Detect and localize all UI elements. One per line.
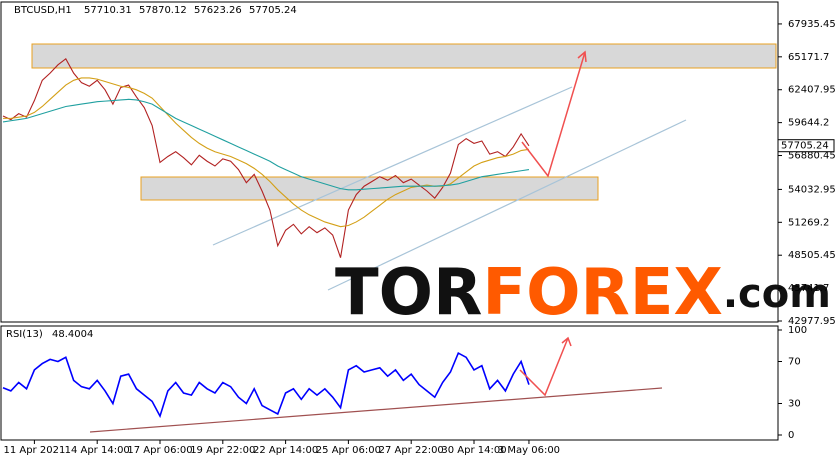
x-tick-label: 3 May 06:00 (498, 445, 560, 456)
y-tick-label: 54032.95 (788, 184, 836, 195)
current-price-box (777, 139, 835, 153)
arrow-head (577, 50, 587, 63)
arrow-head (561, 336, 572, 347)
y-tick-label: 45741.7 (788, 283, 829, 294)
ohlc-low: 57623.26 (194, 5, 242, 16)
current-price: 57705.24 (781, 141, 829, 152)
y-tick-label: 67935.45 (788, 19, 836, 30)
ohlc-high: 57870.12 (139, 5, 187, 16)
ohlc-open: 57710.31 (84, 5, 132, 16)
ohlc-close: 57705.24 (249, 5, 297, 16)
y-tick-label: 51269.2 (788, 217, 829, 228)
y-tick-label: 0 (788, 430, 794, 441)
y-tick-label: 56880.45 (788, 151, 836, 162)
forecast-arrows (519, 50, 587, 397)
series-line (2, 351, 530, 419)
x-tick-label: 17 Apr 06:00 (127, 445, 192, 456)
y-tick-label: 62407.95 (788, 85, 836, 96)
y-tick-label: 48505.45 (788, 250, 836, 261)
x-tick-label: 11 Apr 2021 (3, 445, 65, 456)
symbol: BTCUSD,H1 (14, 5, 72, 16)
y-tick-label: 30 (788, 399, 801, 410)
y-tick-label: 59644.2 (788, 118, 829, 129)
rsi-panel (0, 325, 779, 441)
y-tick-label: 65171.7 (788, 52, 829, 63)
series-line (2, 98, 530, 191)
price-arrow (521, 51, 586, 178)
y-tick-label: 70 (788, 357, 801, 368)
resistance-zone (31, 43, 777, 69)
x-tick-label: 19 Apr 22:00 (190, 445, 255, 456)
series-layer (2, 58, 530, 419)
channel-line (212, 86, 573, 246)
x-tick-label: 25 Apr 06:00 (316, 445, 381, 456)
watermark-com: .com (723, 271, 831, 317)
x-tick-label: 30 Apr 14:00 (441, 445, 506, 456)
y-tick-label: 100 (788, 325, 807, 336)
watermark: TORFOREX.com (335, 256, 831, 330)
channel-line (327, 119, 687, 291)
x-tick-label: 27 Apr 22:00 (379, 445, 444, 456)
series-line (2, 58, 530, 258)
rsi-arrow (519, 337, 569, 397)
x-tick-label: 22 Apr 14:00 (253, 445, 318, 456)
rsi-trendline (89, 387, 663, 433)
x-tick-label: 14 Apr 14:00 (65, 445, 130, 456)
y-tick-label: 42977.95 (788, 316, 836, 327)
rsi-label: RSI(13) (6, 329, 43, 340)
watermark-forex: FOREX (482, 256, 722, 330)
watermark-tor: TOR (335, 256, 482, 330)
rsi-value: 48.4004 (52, 329, 93, 340)
